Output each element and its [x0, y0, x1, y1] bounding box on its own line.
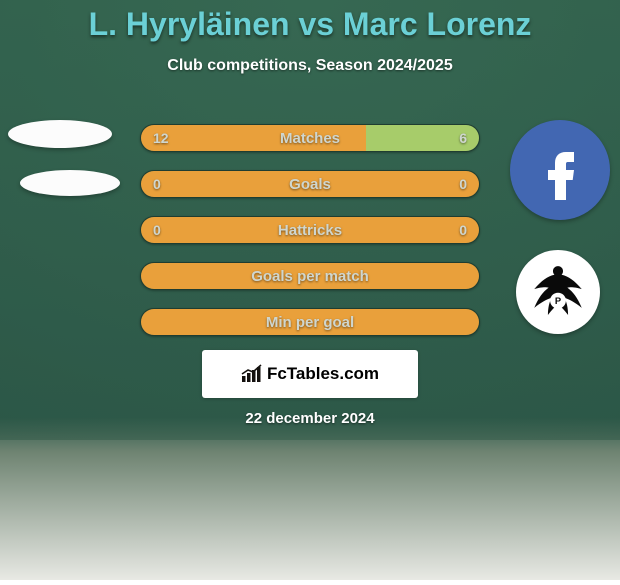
stat-label: Min per goal: [141, 309, 479, 335]
stat-label: Goals per match: [141, 263, 479, 289]
watermark-badge: FcTables.com: [202, 350, 418, 398]
page-title: L. Hyryläinen vs Marc Lorenz: [0, 0, 620, 43]
stat-label: Matches: [141, 125, 479, 151]
eagle-crest-icon: P: [522, 256, 594, 328]
stat-row: Goals0 0: [140, 170, 480, 198]
stat-row: Goals per match: [140, 262, 480, 290]
bar-growth-icon: [241, 364, 263, 384]
stat-value-right: 0: [459, 171, 467, 197]
stat-row: Matches12 6: [140, 124, 480, 152]
player2-photo-facebook: [510, 120, 610, 220]
stat-label: Hattricks: [141, 217, 479, 243]
stat-value-right: 6: [459, 125, 467, 151]
player2-crest: P: [516, 250, 600, 334]
subtitle: Club competitions, Season 2024/2025: [0, 57, 620, 75]
stat-value-right: 0: [459, 217, 467, 243]
stat-value-left: 12: [153, 125, 169, 151]
watermark-text: FcTables.com: [267, 364, 379, 384]
stat-label: Goals: [141, 171, 479, 197]
facebook-icon: [530, 140, 590, 200]
player1-photo-placeholder-1: [8, 120, 112, 148]
svg-text:P: P: [555, 296, 561, 306]
stat-value-left: 0: [153, 171, 161, 197]
player1-crest-placeholder: [20, 170, 120, 196]
stat-row: Min per goal: [140, 308, 480, 336]
stat-row: Hattricks0 0: [140, 216, 480, 244]
date-text: 22 december 2024: [0, 410, 620, 427]
stat-rows: Matches126Goals00Hattricks00Goals per ma…: [140, 124, 480, 354]
stat-value-left: 0: [153, 217, 161, 243]
